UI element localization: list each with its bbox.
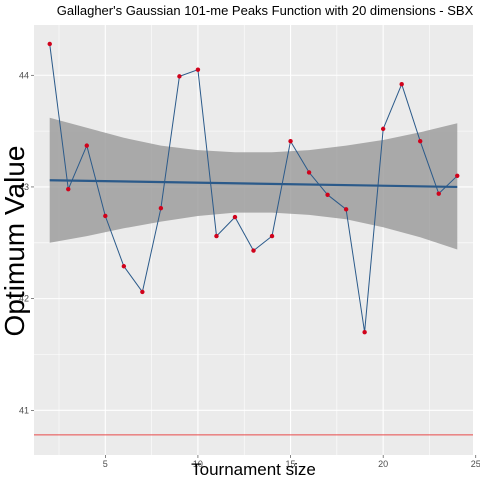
- data-point: [306, 170, 312, 175]
- data-point: [251, 248, 256, 253]
- data-point: [103, 213, 108, 219]
- data-point: [325, 192, 330, 197]
- data-point: [399, 81, 404, 87]
- x-tick-label: 15: [286, 459, 296, 469]
- data-point: [66, 186, 71, 192]
- data-point: [195, 67, 201, 72]
- data-point: [158, 205, 164, 211]
- data-point: [455, 173, 460, 178]
- plot-panel: [34, 25, 473, 455]
- y-axis-label: Optimum Value: [0, 146, 30, 337]
- y-axis-ticks: 41 42 43 44: [19, 70, 34, 415]
- data-point: [140, 289, 145, 295]
- x-tick-label: 25: [471, 459, 480, 469]
- y-tick-label: 43: [19, 182, 29, 192]
- data-points: [47, 41, 460, 335]
- trend-line: [49, 179, 458, 189]
- grid-lines: [34, 25, 477, 455]
- chart-title: Gallagher's Gaussian 101-me Peaks Functi…: [57, 3, 474, 18]
- data-point: [380, 126, 386, 132]
- data-point: [362, 329, 367, 335]
- data-point: [121, 264, 127, 269]
- y-tick-label: 42: [19, 294, 29, 304]
- x-axis-label: Tournament size: [191, 460, 316, 479]
- data-point: [436, 191, 441, 196]
- data-point: [343, 207, 349, 212]
- data-point: [214, 233, 219, 239]
- data-point: [47, 41, 52, 47]
- x-tick-label: 10: [193, 459, 203, 469]
- data-point: [288, 138, 293, 144]
- data-point: [269, 233, 275, 239]
- x-tick-label: 20: [378, 459, 388, 469]
- data-point: [232, 214, 238, 220]
- x-tick-label: 5: [103, 459, 108, 469]
- y-tick-label: 41: [19, 405, 29, 415]
- y-tick-label: 44: [19, 70, 29, 80]
- x-axis-ticks: 5 10 15 20 25: [103, 455, 480, 469]
- data-point: [84, 143, 89, 148]
- data-point: [177, 74, 182, 79]
- data-point: [418, 138, 423, 144]
- trend-line-group: [49, 179, 458, 189]
